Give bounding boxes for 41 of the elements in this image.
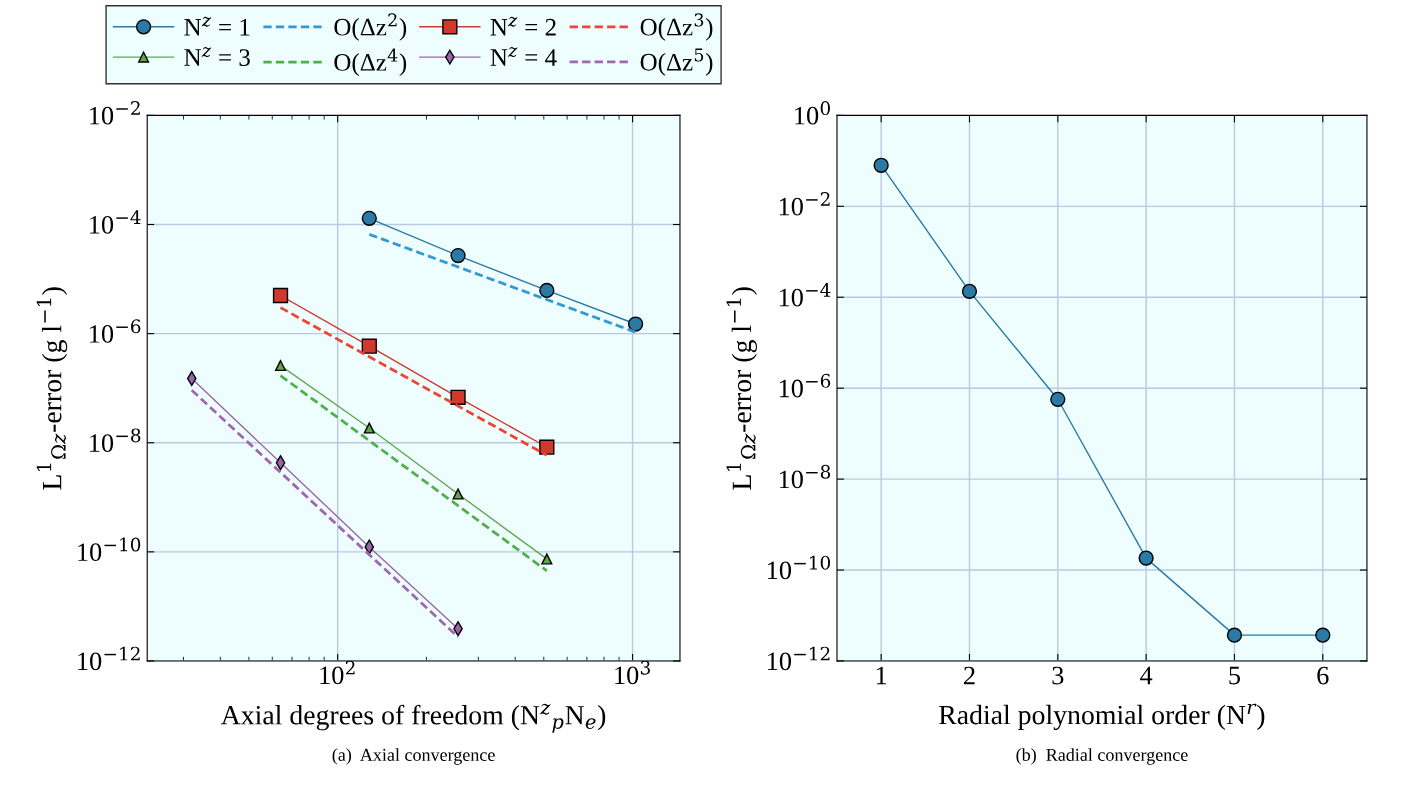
- y-tick-label: 10$^{−8}$: [779, 464, 831, 489]
- y-tick-label: 10$^{−12}$: [767, 646, 830, 671]
- y-tick-label: 10$^{−10}$: [767, 555, 831, 580]
- point: [1315, 627, 1331, 643]
- y-tick-label: 10$^{−10}$: [78, 537, 141, 562]
- point: [961, 283, 978, 299]
- x-tick-label: 1: [876, 666, 887, 685]
- y-tick-label: 10$^{−12}$: [78, 646, 140, 671]
- legend-label: N$^{z}$ = 1: [184, 16, 250, 36]
- y-tick-label: 10$^{−4}$: [90, 210, 141, 234]
- legend-label: N$^{z}$ = 4: [490, 47, 557, 66]
- y-axis-title: L$^{1}$$_{Ωz}$-error (g l$^{−1}$): [726, 287, 757, 490]
- legend-label: O(Δz$^{3}$): [640, 13, 713, 41]
- text: (b) Radial convergence: [1016, 748, 1188, 765]
- point: [873, 157, 889, 173]
- point: [1226, 627, 1243, 643]
- x-tick-label: 10$^{2}$: [320, 660, 355, 685]
- x-axis-title: Radial polynomial order (N$^{r}$): [939, 703, 1265, 731]
- legend-label: O(Δz$^{4}$): [334, 48, 407, 76]
- legend-label: N$^{z}$ = 3: [184, 47, 250, 66]
- y-tick-label: 10$^{−6}$: [779, 373, 831, 398]
- x-axis-title: Axial degrees of freedom (N$^{z}$$_{p}$N$_{e}$): [220, 703, 606, 733]
- x-tick-label: 2: [964, 666, 975, 685]
- y-tick-label: 10$^{−6}$: [90, 319, 141, 343]
- y-tick-label: 10$^{−2}$: [779, 191, 830, 216]
- y-tick-label: 10$^{−8}$: [90, 428, 141, 452]
- x-tick-label: 5: [1229, 666, 1241, 685]
- legend-label: N$^{z}$ = 2: [490, 16, 556, 36]
- y-axis-title: L$^{1}$$_{Ωz}$-error (g l$^{−1}$): [36, 287, 68, 490]
- x-tick-label: 3: [1052, 666, 1064, 685]
- y-tick-label: 10$^{−2}$: [90, 101, 140, 125]
- point: [1050, 391, 1066, 407]
- x-tick-label: 4: [1140, 666, 1153, 685]
- legend-label: O(Δz$^{2}$): [334, 13, 407, 41]
- x-tick-label: 6: [1317, 666, 1329, 685]
- text: (a) Axial convergence: [332, 748, 495, 765]
- y-tick-label: 10$^{0}$: [795, 101, 830, 125]
- point: [1138, 550, 1154, 566]
- x-tick-label: 10$^{3}$: [615, 660, 650, 685]
- legend-label: O(Δz$^{5}$): [640, 48, 713, 76]
- y-tick-label: 10$^{−4}$: [779, 282, 831, 307]
